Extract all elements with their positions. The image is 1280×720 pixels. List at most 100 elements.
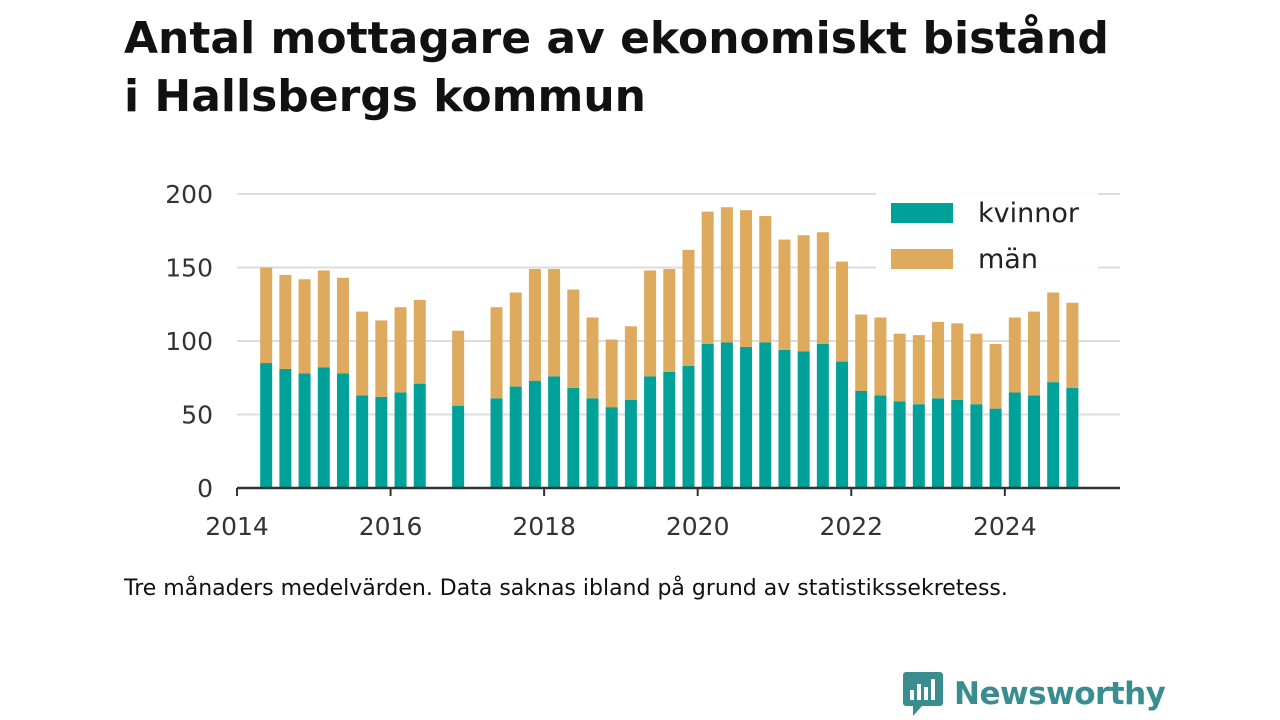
- y-tick-label: 0: [197, 474, 213, 503]
- legend-swatch: [891, 249, 953, 269]
- x-tick-label: 2016: [359, 512, 423, 541]
- bar-kvinnor: [701, 343, 714, 488]
- bar-män: [298, 279, 311, 374]
- bar-män: [413, 299, 426, 384]
- footnote: Tre månaders medelvärden. Data saknas ib…: [124, 576, 1008, 601]
- bar-män: [490, 307, 503, 399]
- bar-män: [912, 335, 925, 405]
- bar-män: [740, 210, 753, 347]
- bar-kvinnor: [778, 349, 791, 488]
- x-tick-label: 2020: [666, 512, 730, 541]
- bar-män: [682, 249, 695, 366]
- bar-män: [452, 330, 465, 406]
- title-line-2: i Hallsbergs kommun: [124, 71, 646, 122]
- legend-label: män: [978, 244, 1038, 275]
- legend-swatch: [891, 203, 953, 223]
- bar-kvinnor: [893, 401, 906, 488]
- x-tick-label: 2022: [819, 512, 883, 541]
- bar-kvinnor: [375, 396, 388, 488]
- bar-kvinnor: [759, 342, 772, 488]
- bar-kvinnor: [816, 343, 829, 488]
- bar-kvinnor: [912, 404, 925, 488]
- bar-män: [970, 333, 983, 405]
- bar-kvinnor: [1066, 388, 1079, 488]
- bar-kvinnor: [682, 365, 695, 488]
- bar-kvinnor: [586, 398, 599, 488]
- bar-kvinnor: [298, 373, 311, 488]
- y-tick-label: 100: [165, 327, 213, 356]
- bar-män: [586, 317, 599, 399]
- y-tick-label: 200: [165, 180, 213, 209]
- bar-kvinnor: [836, 361, 849, 488]
- bar-kvinnor: [624, 399, 637, 488]
- bar-kvinnor: [260, 363, 273, 488]
- bar-kvinnor: [740, 346, 753, 488]
- bar-kvinnor: [1008, 392, 1021, 488]
- bar-män: [1047, 292, 1060, 383]
- bar-män: [989, 343, 1002, 409]
- bar-män: [605, 339, 618, 408]
- bar-män: [356, 311, 369, 396]
- bar-kvinnor: [951, 399, 964, 488]
- legend-label: kvinnor: [978, 198, 1080, 229]
- bar-män: [1066, 302, 1079, 389]
- bar-män: [759, 216, 772, 343]
- bar-män: [720, 207, 733, 343]
- bar-män: [279, 274, 292, 369]
- bar-män: [1028, 311, 1041, 396]
- bar-män: [701, 211, 714, 344]
- bar-män: [797, 235, 810, 352]
- bar-män: [567, 289, 580, 389]
- bar-kvinnor: [279, 368, 292, 488]
- bar-män: [375, 320, 388, 397]
- chart-title: Antal mottagare av ekonomiskt bistånd i …: [124, 10, 1224, 126]
- bar-män: [663, 268, 676, 372]
- bar-kvinnor: [452, 405, 465, 488]
- bar-män: [1008, 317, 1021, 393]
- bar-kvinnor: [855, 390, 868, 488]
- x-tick-label: 2014: [205, 512, 269, 541]
- bar-män: [816, 232, 829, 344]
- bar-män: [874, 317, 887, 396]
- bar-kvinnor: [567, 388, 580, 488]
- bar-män: [317, 270, 330, 368]
- title-line-1: Antal mottagare av ekonomiskt bistånd: [124, 13, 1109, 64]
- bar-män: [778, 239, 791, 350]
- bar-män: [893, 333, 906, 402]
- bar-män: [836, 261, 849, 362]
- legend: kvinnor män: [876, 190, 1098, 286]
- brand-name: Newsworthy: [954, 676, 1166, 712]
- bar-kvinnor: [548, 376, 561, 488]
- bar-kvinnor: [797, 351, 810, 488]
- x-tick-label: 2018: [512, 512, 576, 541]
- bar-kvinnor: [356, 395, 369, 488]
- y-tick-label: 50: [181, 401, 213, 430]
- bar-kvinnor: [509, 386, 522, 488]
- bar-män: [548, 268, 561, 377]
- bar-kvinnor: [528, 380, 541, 488]
- newsworthy-logo: Newsworthy: [902, 670, 1166, 718]
- bars: [260, 207, 1079, 488]
- bar-män: [855, 314, 868, 391]
- bar-män: [624, 326, 637, 400]
- bar-kvinnor: [605, 407, 618, 488]
- bar-kvinnor: [932, 398, 945, 488]
- bar-män: [509, 292, 522, 387]
- bar-kvinnor: [336, 373, 349, 488]
- bar-kvinnor: [490, 398, 503, 488]
- bar-chart-speech-icon: [903, 672, 943, 716]
- y-tick-label: 150: [165, 254, 213, 283]
- bar-kvinnor: [317, 367, 330, 488]
- bar-män: [932, 321, 945, 399]
- bar-kvinnor: [874, 395, 887, 488]
- bar-män: [951, 323, 964, 400]
- bar-kvinnor: [1047, 382, 1060, 488]
- bar-män: [394, 307, 407, 393]
- y-axis: 0 50 100 150 200: [165, 180, 213, 503]
- stacked-bar-chart: 0 50 100 150 200 2014 2016 2018 2020 2022 2024 kv…: [165, 180, 1120, 541]
- bar-kvinnor: [394, 392, 407, 488]
- x-axis: 2014 2016 2018 2020 2022 2024: [205, 486, 1120, 541]
- bar-kvinnor: [663, 371, 676, 488]
- bar-män: [644, 270, 657, 377]
- bar-kvinnor: [720, 342, 733, 488]
